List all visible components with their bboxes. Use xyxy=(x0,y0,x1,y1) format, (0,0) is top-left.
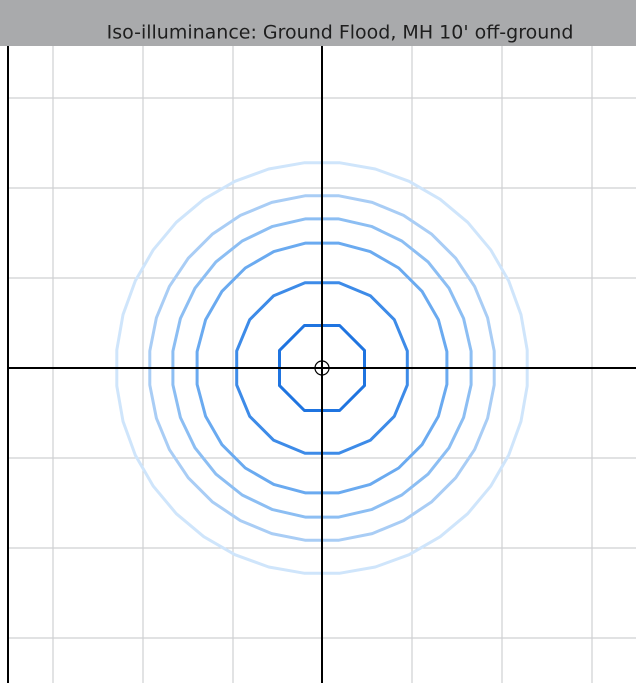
luminaire-marker xyxy=(314,360,330,376)
iso-contour xyxy=(235,281,409,455)
iso-contour xyxy=(195,241,449,495)
title: Iso-illuminance: Ground Flood, MH 10' of… xyxy=(107,22,574,44)
title-bar xyxy=(0,0,636,46)
iso-contour xyxy=(278,324,366,412)
iso-contour xyxy=(171,217,473,519)
iso-contour xyxy=(148,194,496,542)
iso-contour xyxy=(115,161,529,575)
contours xyxy=(115,161,529,575)
